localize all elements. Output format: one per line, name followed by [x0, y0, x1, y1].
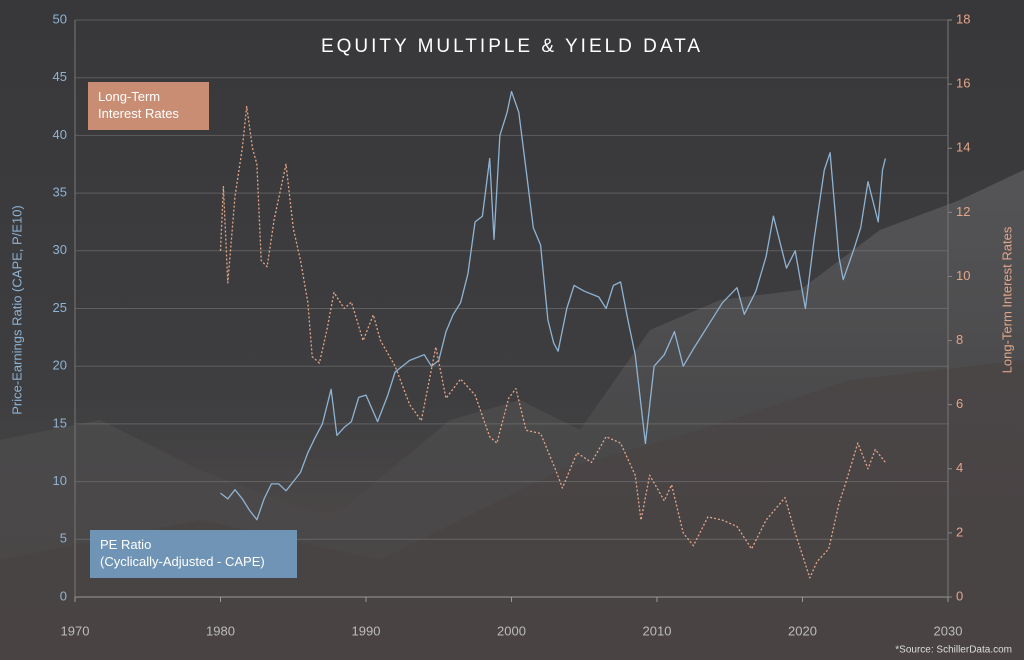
y2-tick-label: 14	[956, 140, 970, 155]
y2-tick-label: 4	[956, 460, 963, 475]
y2-tick-label: 10	[956, 268, 970, 283]
x-tick-label: 2000	[497, 623, 526, 638]
y2-tick-label: 2	[956, 524, 963, 539]
y2-tick-label: 6	[956, 396, 963, 411]
y-tick-label: 45	[53, 69, 67, 84]
x-tick-label: 1980	[206, 623, 235, 638]
y-tick-label: 0	[60, 588, 67, 603]
y-tick-label: 40	[53, 127, 67, 142]
y-tick-label: 15	[53, 415, 67, 430]
x-tick-label: 1990	[352, 623, 381, 638]
y2-tick-label: 0	[956, 588, 963, 603]
series-line	[220, 90, 887, 521]
y-tick-label: 35	[53, 185, 67, 200]
x-tick-label: 1970	[61, 623, 90, 638]
y2-tick-label: 12	[956, 204, 970, 219]
y2-tick-label: 18	[956, 11, 970, 26]
y2-tick-label: 16	[956, 76, 970, 91]
series-line	[219, 105, 886, 579]
y-axis-label: Price-Earnings Ratio (CAPE, P/E10)	[9, 205, 24, 415]
legend-cape: PE Ratio (Cyclically-Adjusted - CAPE)	[90, 530, 297, 578]
y2-axis-label: Long-Term Interest Rates	[999, 226, 1014, 373]
y-tick-label: 25	[53, 300, 67, 315]
x-tick-label: 2030	[934, 623, 963, 638]
y-tick-label: 30	[53, 242, 67, 257]
y2-tick-label: 8	[956, 332, 963, 347]
legend-rates: Long-Term Interest Rates	[88, 82, 209, 130]
x-tick-label: 2020	[788, 623, 817, 638]
y-tick-label: 20	[53, 358, 67, 373]
chart-title: EQUITY MULTIPLE & YIELD DATA	[321, 36, 703, 57]
source-note: *Source: SchillerData.com	[895, 645, 1012, 656]
y-tick-label: 5	[60, 531, 67, 546]
mountains-front	[0, 360, 1024, 660]
y-tick-label: 10	[53, 473, 67, 488]
x-tick-label: 2010	[643, 623, 672, 638]
y-tick-label: 50	[53, 11, 67, 26]
